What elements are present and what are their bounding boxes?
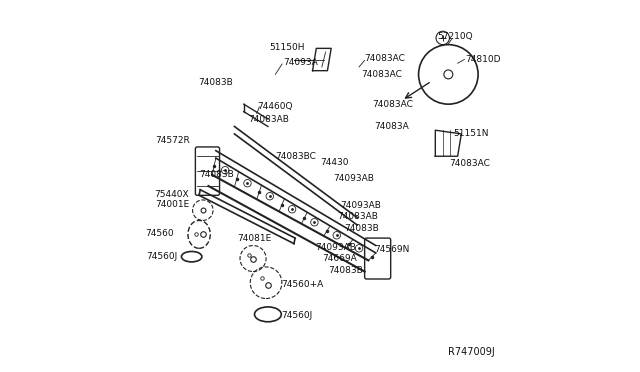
Text: 74560: 74560 xyxy=(145,229,174,238)
Text: 74093AB: 74093AB xyxy=(316,243,356,252)
Text: 57210Q: 57210Q xyxy=(437,32,473,41)
Text: 74093AB: 74093AB xyxy=(340,201,381,210)
Text: 74093A: 74093A xyxy=(283,58,317,67)
Text: 74083AB: 74083AB xyxy=(248,115,289,124)
Text: 74669A: 74669A xyxy=(322,254,357,263)
Text: 75440X: 75440X xyxy=(154,190,189,199)
Text: 74083A: 74083A xyxy=(374,122,408,131)
Text: 51151N: 51151N xyxy=(453,129,489,138)
Text: 74083AC: 74083AC xyxy=(449,159,490,168)
Text: 74560+A: 74560+A xyxy=(282,280,324,289)
Text: 74001E: 74001E xyxy=(156,200,190,209)
Text: R747009J: R747009J xyxy=(448,347,495,357)
Text: 74083AC: 74083AC xyxy=(361,70,402,79)
Text: 74083B: 74083B xyxy=(328,266,363,275)
Text: 74460Q: 74460Q xyxy=(257,102,292,111)
Text: 74572R: 74572R xyxy=(155,136,190,145)
Text: 74081E: 74081E xyxy=(237,234,271,243)
Text: 74083B: 74083B xyxy=(344,224,379,232)
Text: 74083AC: 74083AC xyxy=(365,54,406,63)
Text: 74430: 74430 xyxy=(320,158,349,167)
Text: 51150H: 51150H xyxy=(269,43,305,52)
Text: 74083BC: 74083BC xyxy=(275,153,316,161)
Text: 74810D: 74810D xyxy=(465,55,500,64)
Text: 74083B: 74083B xyxy=(199,170,234,179)
Text: 74560J: 74560J xyxy=(147,252,178,261)
Text: 74560J: 74560J xyxy=(281,311,312,320)
Text: 74083AB: 74083AB xyxy=(337,212,378,221)
Text: 74083AC: 74083AC xyxy=(372,100,413,109)
Text: 74569N: 74569N xyxy=(374,245,410,254)
Text: 74093AB: 74093AB xyxy=(333,174,374,183)
Text: 74083B: 74083B xyxy=(198,78,234,87)
